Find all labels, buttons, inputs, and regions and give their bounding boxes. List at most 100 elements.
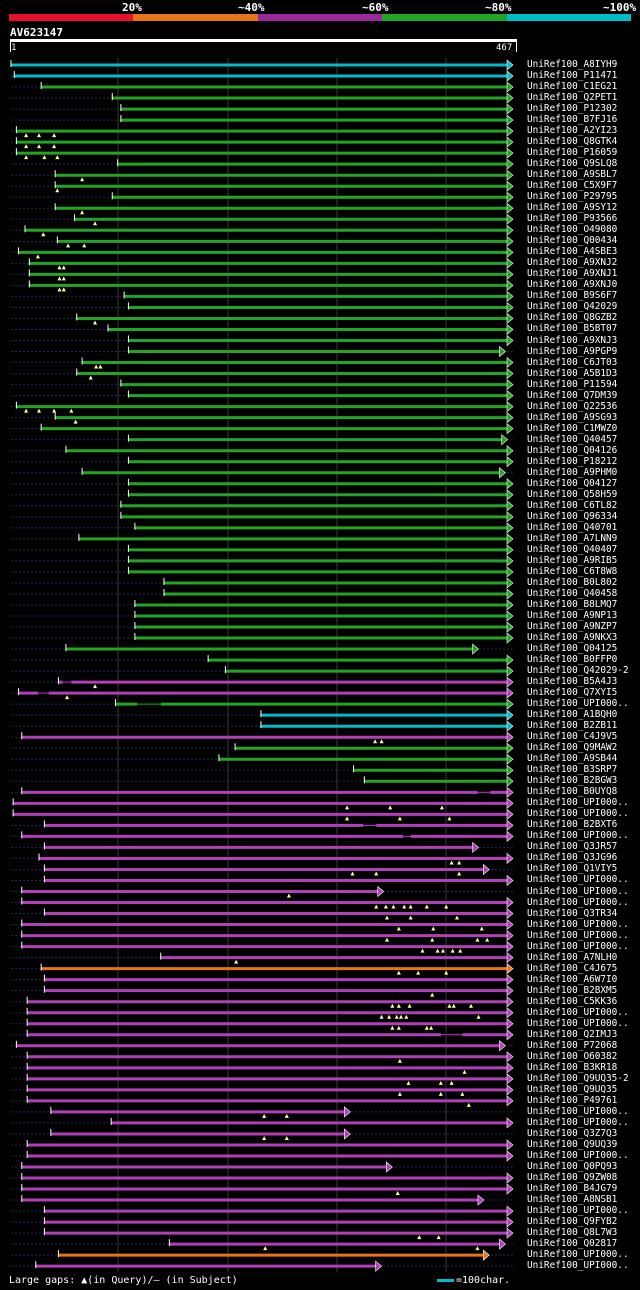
hit-row[interactable] bbox=[11, 1260, 513, 1272]
hit-label[interactable]: UniRef100_Q58H59 bbox=[527, 488, 618, 500]
hit-row[interactable] bbox=[11, 841, 513, 854]
hit-label[interactable]: UniRef100_A7NLH0 bbox=[527, 951, 618, 963]
hit-row[interactable] bbox=[11, 1216, 514, 1228]
hit-row[interactable] bbox=[11, 367, 514, 380]
hit-row[interactable] bbox=[11, 400, 514, 413]
hit-label[interactable]: UniRef100_A9PHM0 bbox=[527, 466, 618, 478]
hit-row[interactable] bbox=[11, 1007, 514, 1019]
hit-row[interactable] bbox=[11, 1150, 514, 1162]
hit-label[interactable]: UniRef100_Q9FYB2 bbox=[527, 1216, 618, 1228]
hit-row[interactable] bbox=[11, 169, 514, 182]
hit-label[interactable]: UniRef100_UPI000.. bbox=[527, 874, 629, 886]
hit-row[interactable] bbox=[11, 445, 514, 457]
hit-row[interactable] bbox=[11, 709, 514, 721]
hit-row[interactable] bbox=[11, 411, 514, 424]
hit-label[interactable]: UniRef100_UPI000.. bbox=[527, 918, 629, 930]
hit-row[interactable] bbox=[11, 687, 514, 700]
hit-row[interactable] bbox=[11, 676, 514, 689]
hit-label[interactable]: UniRef100_Q9SLQ8 bbox=[527, 158, 618, 170]
hit-row[interactable] bbox=[11, 985, 514, 997]
hit-label[interactable]: UniRef100_A9RIB5 bbox=[527, 554, 618, 566]
hit-label[interactable]: UniRef100_UPI000.. bbox=[527, 1249, 629, 1261]
hit-row[interactable] bbox=[11, 577, 514, 589]
hit-label[interactable]: UniRef100_UPI000.. bbox=[527, 929, 629, 941]
hit-row[interactable] bbox=[11, 224, 514, 237]
hit-label[interactable]: UniRef100_UPI000.. bbox=[527, 896, 629, 908]
hit-label[interactable]: UniRef100_C6JT03 bbox=[527, 356, 618, 368]
hit-label[interactable]: UniRef100_P29795 bbox=[527, 191, 618, 203]
hit-row[interactable] bbox=[11, 996, 514, 1008]
hit-row[interactable] bbox=[11, 764, 514, 776]
hit-label[interactable]: UniRef100_C5KK36 bbox=[527, 995, 618, 1007]
hit-label[interactable]: UniRef100_A9XNJ2 bbox=[527, 257, 618, 269]
hit-label[interactable]: UniRef100_B5A4J3 bbox=[527, 676, 618, 688]
hit-label[interactable]: UniRef100_Q8GTK4 bbox=[527, 136, 618, 148]
hit-row[interactable] bbox=[11, 1139, 514, 1151]
hit-row[interactable] bbox=[11, 1249, 513, 1261]
hit-row[interactable] bbox=[11, 191, 514, 203]
hit-label[interactable]: UniRef100_P72068 bbox=[527, 1039, 618, 1051]
hit-label[interactable]: UniRef100_Q0PQ93 bbox=[527, 1161, 618, 1172]
hit-label[interactable]: UniRef100_A9PGP9 bbox=[527, 345, 618, 357]
hit-label[interactable]: UniRef100_A9SY12 bbox=[527, 202, 618, 214]
hit-row[interactable] bbox=[11, 786, 514, 798]
hit-label[interactable]: UniRef100_Q3TR34 bbox=[527, 907, 618, 919]
hit-row[interactable] bbox=[11, 566, 514, 578]
hit-label[interactable]: UniRef100_B2BXT6 bbox=[527, 819, 618, 831]
hit-row[interactable] bbox=[11, 1029, 514, 1041]
hit-row[interactable] bbox=[11, 257, 514, 270]
hit-label[interactable]: UniRef100_A9SG93 bbox=[527, 411, 618, 423]
hit-label[interactable]: UniRef100_A9NKX3 bbox=[527, 632, 618, 644]
hit-row[interactable] bbox=[11, 312, 514, 325]
hit-row[interactable] bbox=[11, 92, 514, 104]
hit-row[interactable] bbox=[11, 974, 514, 986]
hit-label[interactable]: UniRef100_B2ZB11 bbox=[527, 720, 618, 732]
hit-row[interactable] bbox=[11, 1073, 514, 1085]
hit-row[interactable] bbox=[11, 819, 514, 832]
hit-row[interactable] bbox=[11, 81, 514, 93]
hit-label[interactable]: UniRef100_A1BQH0 bbox=[527, 709, 618, 721]
hit-row[interactable] bbox=[11, 1227, 514, 1240]
hit-label[interactable]: UniRef100_Q02817 bbox=[527, 1238, 618, 1250]
hit-row[interactable] bbox=[11, 345, 513, 358]
hit-row[interactable] bbox=[11, 235, 514, 248]
hit-label[interactable]: UniRef100_A9XNJ3 bbox=[527, 334, 618, 346]
hit-row[interactable] bbox=[11, 896, 514, 909]
hit-label[interactable]: UniRef100_Q96334 bbox=[527, 510, 618, 522]
hit-row[interactable] bbox=[11, 246, 514, 259]
hit-row[interactable] bbox=[11, 522, 514, 534]
hit-row[interactable] bbox=[11, 103, 514, 115]
hit-label[interactable]: UniRef100_C1MWZ0 bbox=[527, 422, 618, 434]
hit-label[interactable]: UniRef100_Q1VIY5 bbox=[527, 863, 618, 875]
hit-row[interactable] bbox=[11, 852, 514, 865]
hit-label[interactable]: UniRef100_B0FFP0 bbox=[527, 654, 618, 666]
hit-label[interactable]: UniRef100_B0L802 bbox=[527, 576, 618, 588]
hit-label[interactable]: UniRef100_Q2PET1 bbox=[527, 92, 618, 104]
hit-label[interactable]: UniRef100_UPI000.. bbox=[527, 1260, 629, 1272]
hit-row[interactable] bbox=[11, 511, 514, 523]
hit-row[interactable] bbox=[11, 334, 514, 347]
hit-row[interactable] bbox=[11, 213, 514, 226]
hit-label[interactable]: UniRef100_A9NP13 bbox=[527, 610, 618, 621]
hit-label[interactable]: UniRef100_A9SBL7 bbox=[527, 169, 618, 181]
hit-label[interactable]: UniRef100_Q9MAW2 bbox=[527, 742, 618, 754]
hit-row[interactable] bbox=[11, 665, 514, 677]
hit-label[interactable]: UniRef100_B0UYQ8 bbox=[527, 786, 618, 798]
hit-row[interactable] bbox=[11, 797, 514, 810]
hit-row[interactable] bbox=[11, 907, 514, 920]
hit-row[interactable] bbox=[11, 1106, 513, 1118]
hit-label[interactable]: UniRef100_Q3JR57 bbox=[527, 841, 618, 853]
hit-label[interactable]: UniRef100_A5B1D3 bbox=[527, 367, 618, 379]
hit-row[interactable] bbox=[11, 643, 513, 655]
hit-label[interactable]: UniRef100_A7LNN9 bbox=[527, 532, 618, 544]
hit-label[interactable]: UniRef100_UPI000.. bbox=[527, 698, 629, 710]
hit-label[interactable]: UniRef100_O60382 bbox=[527, 1050, 618, 1062]
hit-row[interactable] bbox=[11, 290, 514, 303]
hit-label[interactable]: UniRef100_B8LMQ7 bbox=[527, 598, 618, 610]
hit-label[interactable]: UniRef100_UPI000.. bbox=[527, 797, 629, 809]
hit-label[interactable]: UniRef100_Q40701 bbox=[527, 521, 618, 533]
hit-row[interactable] bbox=[11, 1117, 514, 1129]
hit-row[interactable] bbox=[11, 180, 514, 193]
hit-label[interactable]: UniRef100_Q2IMJ3 bbox=[527, 1028, 618, 1040]
hit-row[interactable] bbox=[10, 59, 514, 71]
